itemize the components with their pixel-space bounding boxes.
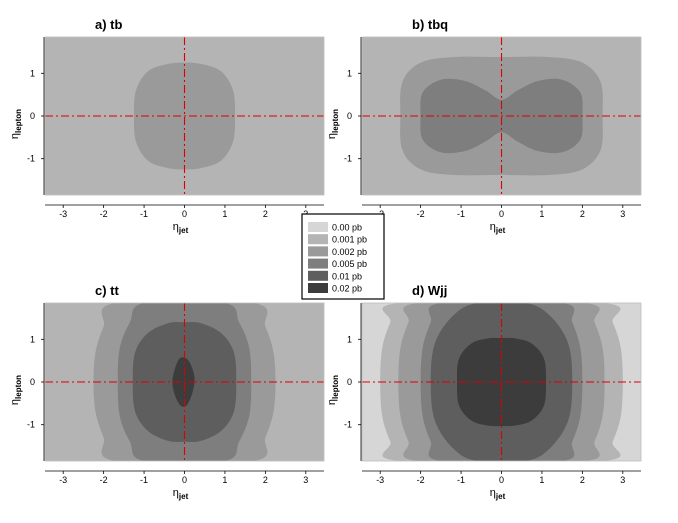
y-tick-label: -1: [344, 154, 352, 164]
y-tick-label: 1: [30, 334, 35, 344]
x-tick-label: -1: [457, 209, 465, 219]
y-tick-label: 1: [347, 68, 352, 78]
y-axis-label: ηlepton: [9, 375, 23, 405]
panel-title: d) Wjj: [412, 283, 447, 298]
x-tick-label: 3: [620, 475, 625, 485]
x-tick-label: 2: [263, 475, 268, 485]
y-tick-label: 0: [347, 377, 352, 387]
x-tick-label: 2: [263, 209, 268, 219]
panel-title: b) tbq: [412, 17, 448, 32]
x-tick-label: 1: [539, 209, 544, 219]
panel-3: -3 -2 -1 0 1 2 3 1 0 -1 ηjet ηlepton c) tt: [9, 283, 325, 501]
plot-frame: [44, 36, 325, 196]
legend-swatch: [308, 283, 328, 293]
x-tick-label: -1: [140, 209, 148, 219]
x-tick-label: 2: [580, 475, 585, 485]
x-tick-label: -1: [457, 475, 465, 485]
y-axis-label: ηlepton: [326, 375, 340, 405]
y-axis-label: ηlepton: [326, 109, 340, 139]
x-axis-label: ηjet: [490, 487, 506, 501]
x-tick-label: -3: [59, 209, 67, 219]
legend: 0.00 pb 0.001 pb 0.002 pb 0.005 pb 0.01 pb 0.…: [301, 213, 385, 300]
contour-region: [172, 357, 195, 407]
panels: -3 -2 -1 0 1 2 3 1 0 -1 ηjet ηlepton a) tb -3 -2 -1 0 1 2 3…: [9, 17, 642, 501]
legend-label: 0.01 pb: [332, 271, 362, 281]
legend-swatch: [308, 258, 328, 269]
legend-label: 0.001 pb: [332, 235, 367, 245]
x-tick-label: 3: [620, 209, 625, 219]
plot-frame: [361, 36, 642, 196]
x-tick-label: 0: [499, 475, 504, 485]
x-tick-label: 1: [222, 475, 227, 485]
x-tick-label: -3: [59, 475, 67, 485]
panel-4: -3 -2 -1 0 1 2 3 1 0 -1 ηjet ηlepton d) Wjj: [326, 283, 642, 501]
legend-swatch: [308, 246, 328, 257]
y-tick-label: 0: [347, 111, 352, 121]
y-tick-label: 1: [30, 68, 35, 78]
legend-swatch: [308, 222, 328, 232]
y-tick-label: -1: [27, 420, 35, 430]
x-tick-label: 1: [222, 209, 227, 219]
y-tick-label: -1: [344, 420, 352, 430]
plot-frame: [361, 302, 642, 462]
x-axis-label: ηjet: [173, 221, 189, 235]
legend-swatch: [308, 270, 328, 281]
x-tick-label: 3: [303, 475, 308, 485]
legend-swatch: [308, 234, 328, 245]
legend-label: 0.00 pb: [332, 223, 362, 233]
plot-frame: [44, 302, 325, 462]
y-axis-label: ηlepton: [9, 109, 23, 139]
x-axis-label: ηjet: [173, 487, 189, 501]
x-tick-label: -1: [140, 475, 148, 485]
x-axis-label: ηjet: [490, 221, 506, 235]
y-tick-label: 0: [30, 377, 35, 387]
legend-label: 0.005 pb: [332, 259, 367, 269]
x-tick-label: 0: [182, 475, 187, 485]
y-tick-label: 0: [30, 111, 35, 121]
y-tick-label: -1: [27, 154, 35, 164]
panel-title: a) tb: [95, 17, 123, 32]
x-tick-label: 2: [580, 209, 585, 219]
x-tick-label: -2: [100, 475, 108, 485]
x-tick-label: 1: [539, 475, 544, 485]
x-tick-label: 0: [499, 209, 504, 219]
x-tick-label: -2: [417, 209, 425, 219]
legend-label: 0.002 pb: [332, 247, 367, 257]
y-tick-label: 1: [347, 334, 352, 344]
legend-label: 0.02 pb: [332, 284, 362, 294]
panel-title: c) tt: [95, 283, 120, 298]
x-tick-label: -2: [100, 209, 108, 219]
x-tick-label: -2: [417, 475, 425, 485]
x-tick-label: -3: [376, 475, 384, 485]
x-tick-label: 0: [182, 209, 187, 219]
